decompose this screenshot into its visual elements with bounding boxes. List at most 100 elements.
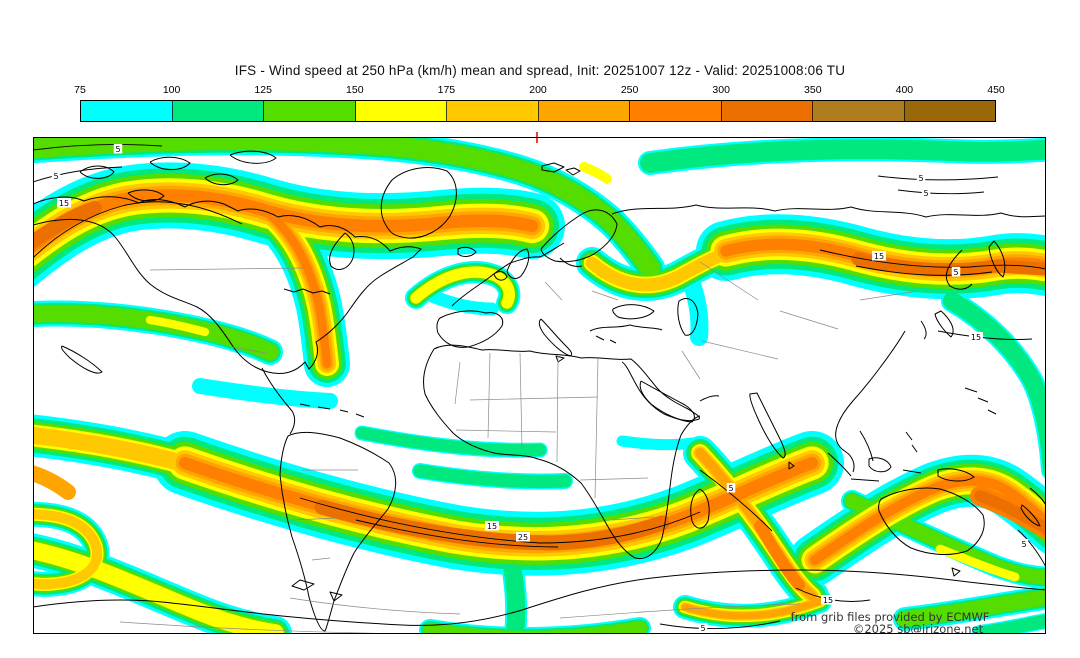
- wind-band-antarctic-descent: [501, 546, 526, 634]
- contour-label-box: [485, 521, 499, 531]
- border-line: [519, 352, 523, 449]
- country-borders: [119, 261, 919, 634]
- coastline: [204, 173, 239, 186]
- coastline: [149, 156, 191, 171]
- spread-contour: [299, 497, 701, 544]
- coastline: [538, 318, 573, 357]
- coastlines: [33, 150, 1046, 632]
- wind-band-s-indian-jet-core: [974, 490, 1046, 535]
- wind-band-na-horseshoe-limb: [263, 208, 332, 369]
- coastline: [261, 367, 296, 435]
- coastline: [827, 452, 975, 482]
- coastline: [878, 487, 985, 556]
- coastline: [33, 196, 422, 375]
- colorbar-tick: 175: [437, 84, 456, 96]
- coastline: [951, 567, 961, 577]
- contour-label: 15: [874, 252, 884, 261]
- wind-band-caribbean-cyan: [192, 378, 338, 409]
- coastline: [699, 395, 720, 402]
- border-line: [779, 310, 839, 330]
- attribution-copyright: ©2025 sb@irizone.net: [853, 622, 984, 636]
- wind-band-uk-cyan: [425, 289, 499, 316]
- contour-label: 5: [115, 145, 120, 154]
- border-line: [611, 516, 655, 521]
- coastline: [611, 204, 1046, 218]
- contour-label: 25: [518, 533, 528, 542]
- colorbar-tick-row: 75 100 125 150 175 200 250 300 350 400 450: [74, 84, 1005, 98]
- border-line: [469, 396, 599, 401]
- colorbar-segment-350-400: [813, 101, 905, 121]
- coastline: [423, 348, 701, 560]
- coastline: [934, 310, 954, 338]
- map-title: IFS - Wind speed at 250 hPa (km/h) mean …: [234, 63, 846, 78]
- wind-band-s-atlantic-fringe: [413, 464, 572, 489]
- border-line: [594, 357, 599, 499]
- border-line: [559, 603, 801, 619]
- coastline: [329, 232, 355, 270]
- coastline: [964, 387, 997, 415]
- contour-label: 15: [971, 333, 981, 342]
- border-line: [455, 429, 557, 433]
- colorbar-tick: 250: [620, 84, 639, 96]
- coastline: [127, 189, 165, 202]
- coastline: [788, 461, 795, 470]
- border-line: [591, 290, 619, 301]
- wind-band-arctic-west: [33, 137, 660, 278]
- coastline: [79, 165, 115, 179]
- coastline: [837, 330, 906, 425]
- coastline: [33, 569, 1046, 626]
- colorbar-segment-125-150: [264, 101, 356, 121]
- spread-contour: [897, 189, 985, 195]
- coastline: [451, 242, 565, 307]
- contour-label: 5: [918, 174, 923, 183]
- attribution-source: from grib files provided by ECMWF: [791, 610, 990, 624]
- coastline: [677, 298, 699, 336]
- coastline: [945, 249, 973, 290]
- spread-contour: [699, 469, 773, 532]
- wind-band-atlantic-hook: [410, 266, 515, 309]
- coastline: [540, 209, 618, 263]
- colorbar-segment-175-200: [447, 101, 539, 121]
- coastline: [988, 240, 1006, 278]
- contour-label: 5: [1021, 540, 1026, 549]
- colorbar-tick: 125: [254, 84, 272, 96]
- border-line: [149, 267, 304, 271]
- border-line: [859, 290, 919, 301]
- wind-band-arctic-yellow-spot: [579, 162, 612, 184]
- coastline: [433, 344, 700, 422]
- wind-band-scandinavia-band: [585, 244, 740, 292]
- contour-label-box: [921, 188, 931, 198]
- border-line: [289, 597, 461, 615]
- coastline: [612, 304, 655, 320]
- border-line: [681, 350, 701, 380]
- spread-contour: [33, 166, 123, 183]
- contour-label: 5: [53, 172, 58, 181]
- wind-band-n-indian-cyan: [616, 435, 698, 451]
- colorbar-tick: 150: [346, 84, 364, 96]
- border-line: [701, 340, 779, 360]
- coastline: [905, 431, 918, 453]
- contour-label-box: [821, 595, 835, 605]
- coastline: [299, 403, 365, 418]
- contour-label-box: [1019, 539, 1029, 549]
- coastline: [639, 380, 695, 423]
- spread-contour: [355, 519, 559, 548]
- coastline: [541, 162, 581, 176]
- colorbar-segment-400-450: [904, 101, 995, 121]
- contour-label-box: [698, 623, 708, 633]
- contour-label-box: [57, 198, 71, 208]
- contour-label-box: [916, 173, 926, 183]
- coastline: [229, 150, 277, 164]
- wind-band-corner-se-green: [973, 614, 1046, 634]
- wind-band-siberia-jet-core: [851, 252, 1046, 277]
- colorbar-segment-200-250: [538, 101, 630, 121]
- wind-band-v-left-arm-core: [754, 520, 805, 591]
- coastline: [690, 488, 710, 529]
- colorbar-tick: 75: [74, 84, 86, 96]
- contour-label: 15: [59, 199, 69, 208]
- wind-band-arctic-east: [640, 139, 1046, 173]
- wind-band-sw-horseshoe: [33, 509, 103, 590]
- wind-band-na-horseshoe-core: [33, 201, 102, 250]
